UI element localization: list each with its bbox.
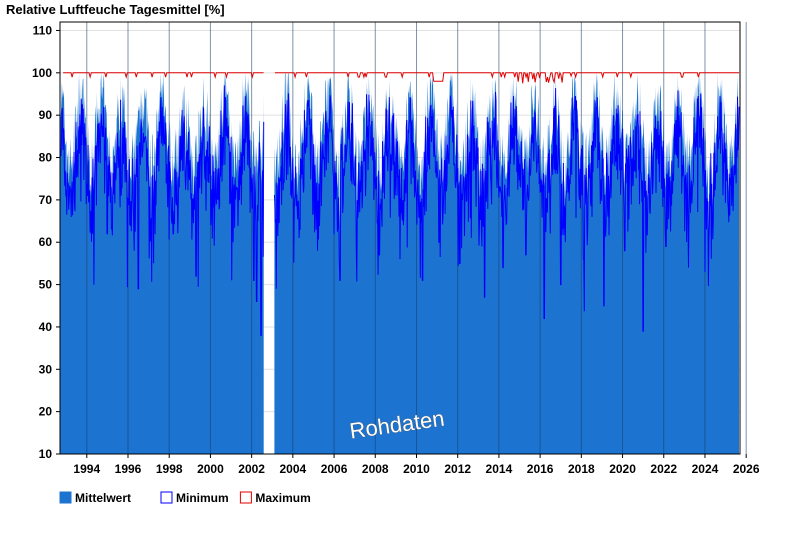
- x-tick-label: 2000: [197, 462, 224, 476]
- y-tick-label: 110: [33, 23, 53, 37]
- y-tick-label: 50: [39, 278, 53, 292]
- y-tick-label: 40: [39, 320, 53, 334]
- chart-title: Relative Luftfeuche Tagesmittel [%]: [6, 2, 225, 17]
- maximum-line-segment: [274, 71, 739, 84]
- y-tick-label: 80: [39, 151, 53, 165]
- x-tick-label: 2020: [609, 462, 636, 476]
- legend-swatch: [160, 491, 173, 504]
- legend: Mittelwert Minimum Maximum: [59, 491, 311, 505]
- x-tick-label: 2008: [362, 462, 389, 476]
- x-tick-label: 1996: [115, 462, 142, 476]
- x-gridlines: [86, 22, 747, 454]
- y-tick-label: 60: [39, 235, 53, 249]
- y-tick-label: 100: [32, 66, 52, 80]
- x-tick-label: 1994: [73, 462, 100, 476]
- y-tick-label: 90: [39, 108, 53, 122]
- y-tick-label: 10: [39, 447, 53, 461]
- x-tick-label: 2004: [279, 462, 306, 476]
- x-tick-label: 2014: [486, 462, 513, 476]
- x-tick-label: 2024: [692, 462, 719, 476]
- x-tick-label: 2010: [403, 462, 430, 476]
- y-tick-label: 30: [39, 362, 53, 376]
- legend-label: Maximum: [255, 491, 310, 505]
- plot-frame: [59, 21, 741, 455]
- x-tick-label: 2018: [568, 462, 595, 476]
- minimum-series: [59, 85, 740, 336]
- minimum-line-segment: [59, 85, 265, 336]
- x-tick-label: 2022: [650, 462, 677, 476]
- y-tick-label: 20: [39, 405, 53, 419]
- legend-label: Mittelwert: [75, 491, 131, 505]
- maximum-line-segment: [63, 72, 264, 80]
- legend-label: Minimum: [176, 491, 229, 505]
- x-axis: 1994 1996 1998 2000 2002 2004 2006 2008 2010 2012…: [73, 454, 760, 476]
- x-tick-label: 1998: [156, 462, 183, 476]
- maximum-series: [63, 71, 739, 84]
- x-tick-label: 2026: [733, 462, 760, 476]
- x-tick-label: 2016: [527, 462, 554, 476]
- legend-swatch: [239, 491, 252, 504]
- y-axis: 10 20 30 40 50 60 70 80 90 100 110: [32, 23, 60, 461]
- legend-swatch: [59, 491, 72, 504]
- y-tick-label: 70: [39, 193, 53, 207]
- x-tick-label: 2012: [444, 462, 471, 476]
- x-tick-label: 2002: [238, 462, 265, 476]
- minimum-line-segment: [273, 88, 740, 332]
- x-tick-label: 2006: [321, 462, 348, 476]
